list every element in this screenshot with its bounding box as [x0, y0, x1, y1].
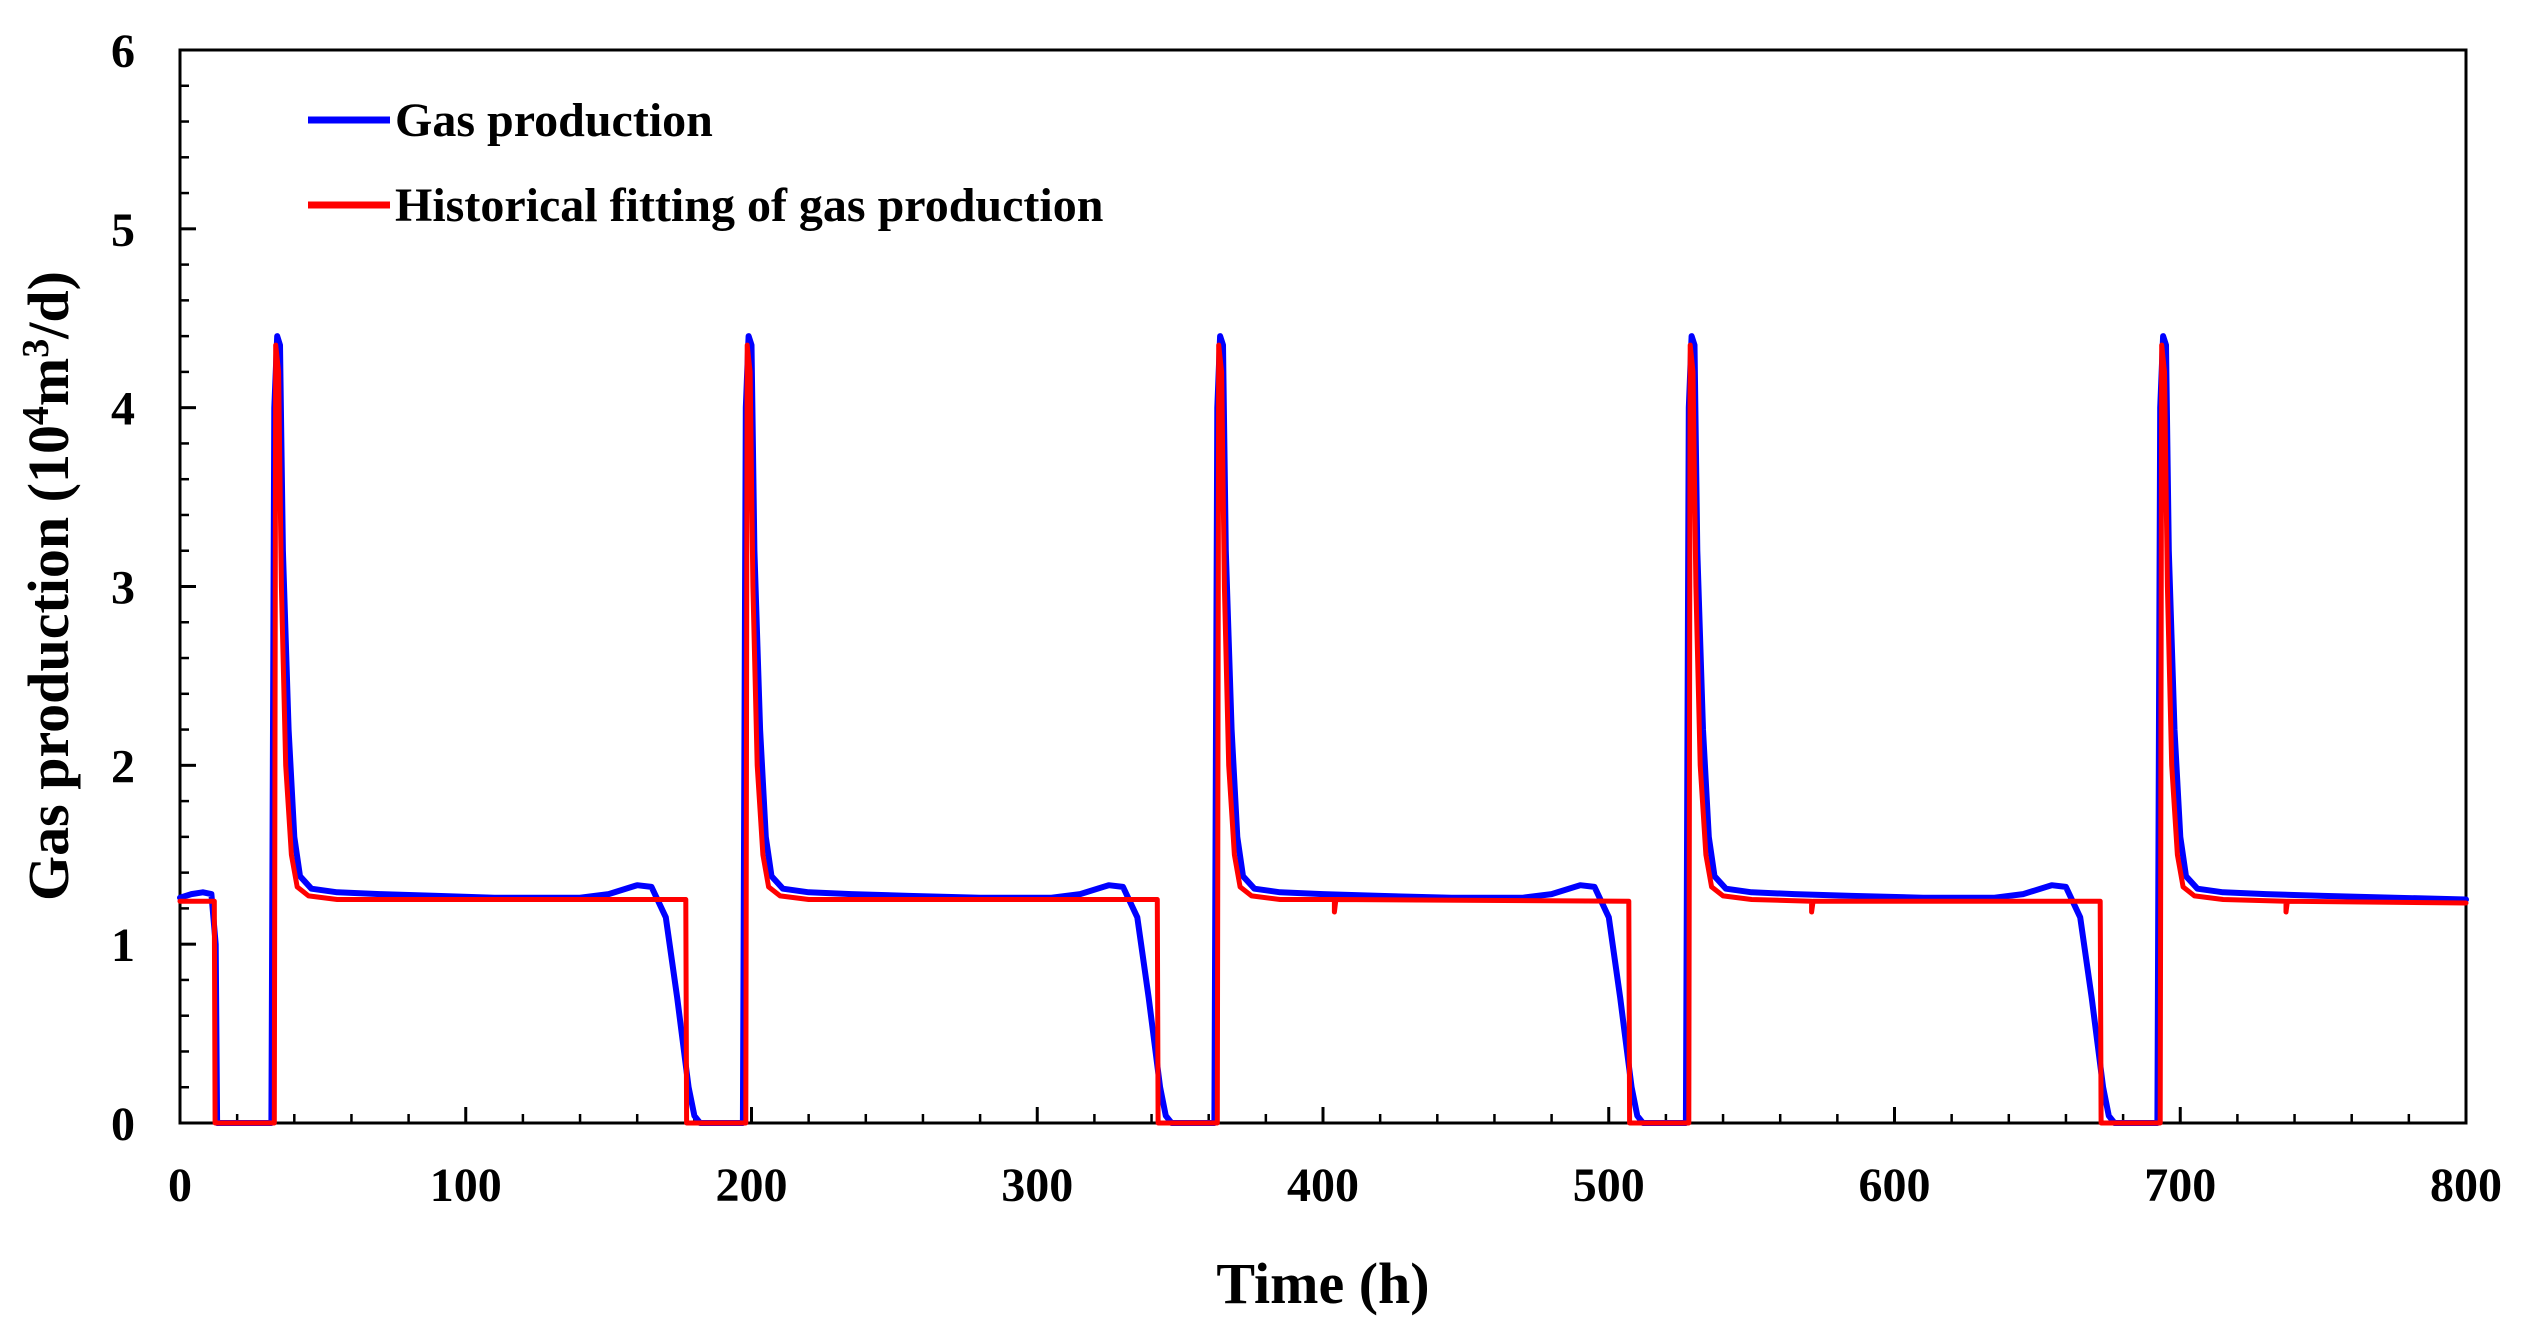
x-tick-label: 0 [168, 1159, 192, 1212]
x-axis-title: Time (h) [1216, 1251, 1429, 1316]
y-tick-label: 0 [111, 1098, 135, 1151]
legend: Gas production Historical fitting of gas… [308, 94, 1103, 232]
y-tick-label: 1 [111, 919, 135, 972]
y-axis-title-sup2: 3 [15, 339, 57, 358]
y-tick-label: 4 [111, 383, 135, 436]
x-tick-label: 200 [716, 1159, 788, 1212]
y-axis-title-mid: m [16, 358, 81, 406]
x-tick-label: 100 [430, 1159, 502, 1212]
y-tick-labels: 0 1 2 3 4 5 6 [111, 25, 135, 1151]
y-axis-title-end: /d) [16, 271, 81, 340]
y-tick-label: 2 [111, 740, 135, 793]
series-line-historical-fitting [177, 342, 2469, 1126]
y-tick-label: 3 [111, 562, 135, 615]
legend-label-gas-production: Gas production [395, 94, 713, 147]
y-axis-title: Gas production (104m3/d) [15, 271, 81, 901]
y-axis-title-sup1: 4 [15, 406, 57, 425]
legend-label-historical-fitting: Historical fitting of gas production [395, 179, 1103, 232]
x-tick-label: 700 [2144, 1159, 2216, 1212]
x-tick-label: 400 [1287, 1159, 1359, 1212]
y-tick-label: 5 [111, 204, 135, 257]
x-tick-labels: 0 100 200 300 400 500 600 700 800 [168, 1159, 2502, 1212]
x-tick-label: 600 [1859, 1159, 1931, 1212]
x-tick-label: 800 [2430, 1159, 2502, 1212]
y-tick-label: 6 [111, 25, 135, 78]
series-lines [177, 333, 2469, 1126]
y-axis-title-main: Gas production (10 [16, 425, 81, 901]
axis-ticks [178, 48, 2468, 1125]
x-tick-label: 300 [1001, 1159, 1073, 1212]
x-tick-label: 500 [1573, 1159, 1645, 1212]
